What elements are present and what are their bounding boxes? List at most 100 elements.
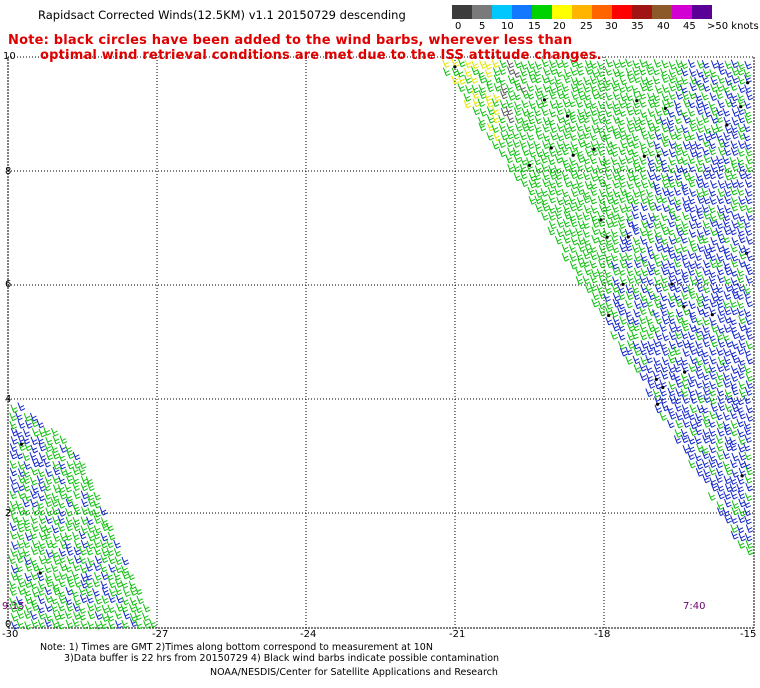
wind-barb [715,90,724,100]
wind-barb [582,229,591,238]
wind-barb [638,315,647,325]
wind-barb [646,346,655,356]
wind-barb [106,547,115,557]
wind-barb [654,331,663,341]
wind-barb [745,380,754,389]
wind-barb [617,291,626,300]
wind-barb [540,196,549,206]
wind-barb [598,228,607,238]
wind-barb [701,187,709,197]
wind-barb [575,148,584,157]
wind-barb [687,443,696,453]
contamination-dot [683,370,687,374]
wind-barb [703,108,712,118]
wind-barb [638,124,647,134]
wind-barb [562,116,571,126]
wind-barb [17,490,26,500]
wind-barb [624,188,632,198]
wind-barb [78,605,86,614]
wind-barb [534,61,543,70]
wind-barb [561,252,570,262]
wind-barb [492,106,500,116]
wind-barb [716,483,725,492]
wind-barb [710,124,719,134]
wind-barb [631,202,639,212]
wind-barb [603,131,611,140]
wind-barb [675,91,684,100]
wind-barb [715,299,724,309]
wind-barb [66,547,74,556]
wind-barb [58,548,67,557]
wind-barb [562,218,571,228]
wind-barb [723,315,732,324]
wind-barb [737,61,745,70]
wind-barb [596,284,604,293]
wind-barb [667,299,676,308]
wind-barb [599,132,607,142]
wind-barb [710,338,718,348]
wind-barb [717,395,725,405]
wind-barb [638,99,647,108]
wind-barb [745,316,753,326]
wind-barb [604,171,613,181]
wind-barb [708,204,716,214]
wind-barb [44,491,52,500]
wind-barb [590,173,599,182]
wind-barb [505,106,514,116]
wind-barb [687,163,696,173]
wind-barb [15,572,23,581]
wind-barb [631,84,639,94]
wind-barb [521,117,529,126]
wind-barb [30,490,38,500]
wind-barb [654,85,663,94]
wind-barb [519,131,527,141]
wind-barb [64,596,73,606]
wind-barb [645,77,654,86]
wind-barb [688,300,697,310]
wind-barb [702,259,711,269]
wind-barb [85,476,94,485]
wind-barb [673,292,682,302]
wind-barb [640,219,649,229]
wind-barb [631,172,640,181]
wind-barb [675,412,684,421]
wind-barb [596,107,605,117]
wind-barb [519,163,528,173]
wind-barb [22,452,31,462]
wind-barb [729,98,738,108]
wind-barb [43,530,52,540]
wind-barb [737,140,746,150]
wind-barb [737,123,746,133]
wind-barb [722,412,731,421]
wind-barb [652,324,660,333]
wind-barb [11,484,19,493]
wind-barb [682,132,691,142]
wind-barb [673,363,682,373]
wind-barb [570,236,579,246]
wind-barb [673,395,682,405]
wind-barb [668,61,677,70]
wind-barb [556,228,565,238]
wind-barb [121,564,129,574]
wind-barb [533,140,541,150]
wind-barb [729,82,738,92]
wind-barb [633,308,641,318]
wind-barb [668,157,676,166]
wind-barb [680,67,689,77]
contamination-dot [655,402,660,406]
wind-barb [582,211,591,221]
wind-barb [484,60,492,70]
wind-barb [745,524,754,534]
wind-barb [653,357,661,366]
wind-barb [79,594,88,604]
wind-barb [737,514,746,524]
wind-barb [669,131,677,140]
wind-barb [471,90,480,100]
wind-barb [652,181,661,190]
wind-barb [45,578,53,588]
scale-label-25: 25 [580,21,593,32]
wind-barb [514,101,522,110]
wind-barb [694,426,703,436]
wind-barb [737,75,746,85]
wind-barb [521,99,529,109]
